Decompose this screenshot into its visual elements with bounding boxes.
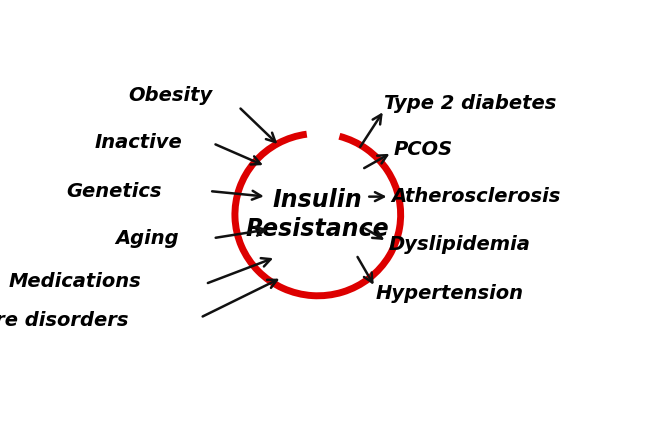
Text: Dyslipidemia: Dyslipidemia bbox=[388, 235, 530, 254]
Text: Resistance: Resistance bbox=[246, 217, 389, 241]
Text: Hypertension: Hypertension bbox=[376, 283, 523, 303]
Text: Rare disorders: Rare disorders bbox=[0, 312, 129, 331]
Text: Medications: Medications bbox=[9, 272, 141, 291]
Text: Inactive: Inactive bbox=[94, 133, 182, 152]
Text: PCOS: PCOS bbox=[393, 140, 453, 159]
Text: Insulin: Insulin bbox=[273, 188, 362, 212]
Text: Aging: Aging bbox=[115, 229, 179, 248]
Text: Atherosclerosis: Atherosclerosis bbox=[391, 187, 560, 206]
Text: Obesity: Obesity bbox=[129, 86, 213, 105]
Text: Type 2 diabetes: Type 2 diabetes bbox=[384, 94, 556, 113]
Text: Genetics: Genetics bbox=[66, 181, 162, 201]
